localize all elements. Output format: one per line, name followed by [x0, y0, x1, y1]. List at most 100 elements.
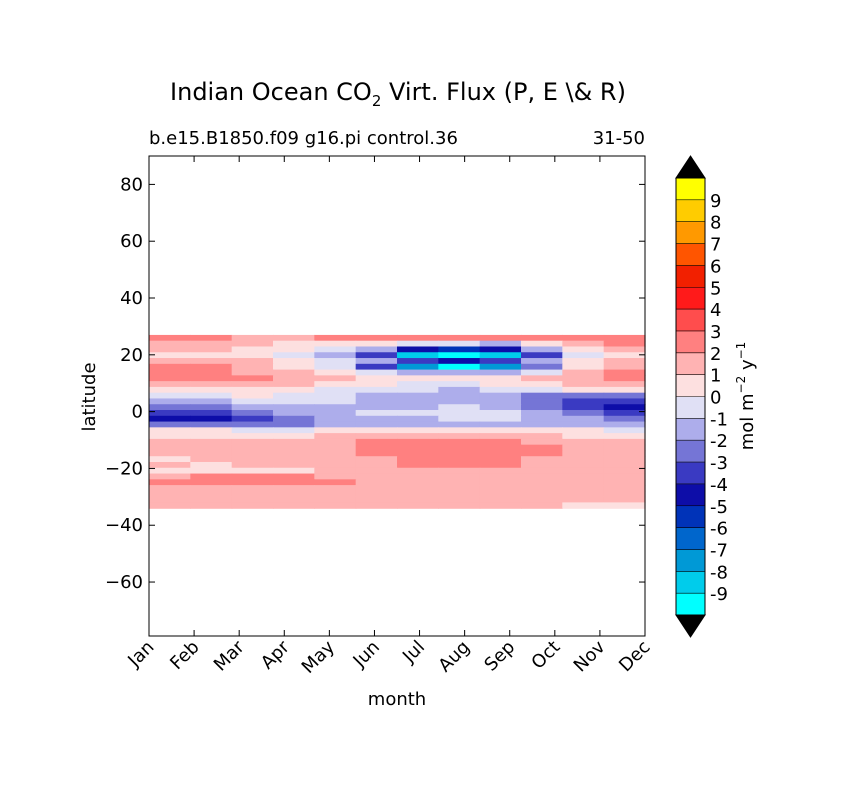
heat-cell: [190, 496, 233, 504]
heat-cell: [231, 363, 274, 371]
heat-cell: [149, 410, 191, 417]
heat-cell: [479, 398, 522, 405]
heat-cell: [149, 415, 191, 423]
heat-cell: [438, 375, 481, 382]
heat-cell: [314, 485, 357, 492]
heat-cell: [521, 410, 563, 417]
heat-cell: [190, 369, 233, 376]
colorbar-tick-label: -7: [710, 540, 728, 561]
heat-cell: [149, 404, 191, 411]
heat-cell: [479, 381, 522, 388]
heat-cell: [149, 375, 191, 382]
heat-cell: [190, 404, 233, 411]
heat-cell: [149, 386, 191, 394]
heat-cell: [603, 473, 646, 480]
heat-cell: [397, 415, 439, 423]
heat-cell: [231, 456, 274, 463]
heat-cell: [397, 450, 439, 457]
heat-cell: [149, 427, 191, 434]
heat-cell: [190, 479, 233, 486]
heat-cell: [438, 346, 481, 353]
heat-cell: [438, 392, 481, 400]
heat-cell: [479, 392, 522, 400]
heat-cell: [273, 433, 315, 440]
heat-cell: [397, 433, 439, 440]
heat-cell: [479, 369, 522, 376]
heat-cell: [231, 444, 274, 452]
heat-cell: [479, 375, 522, 382]
heat-cell: [521, 450, 563, 457]
heat-cell: [603, 485, 646, 492]
colorbar-band: [676, 199, 705, 223]
heat-cell: [273, 467, 315, 475]
heat-cell: [355, 369, 398, 376]
heat-cell: [314, 502, 357, 509]
heat-cell: [603, 456, 646, 463]
x-tick-label: Dec: [615, 637, 654, 676]
heat-cell: [231, 392, 274, 400]
heat-cell: [479, 334, 522, 342]
heat-cell: [521, 404, 563, 411]
heat-cell: [149, 502, 191, 509]
heat-cell: [355, 450, 398, 457]
heat-cell: [562, 433, 605, 440]
heat-cell: [438, 450, 481, 457]
heat-cell: [521, 502, 563, 509]
heat-cell: [355, 334, 398, 342]
heat-cell: [355, 473, 398, 480]
heat-cell: [603, 461, 646, 469]
heat-cell: [397, 334, 439, 342]
x-tick-label: Jul: [398, 637, 429, 668]
heat-cell: [355, 392, 398, 400]
heat-cell: [603, 334, 646, 342]
heat-cell: [479, 438, 522, 446]
heat-cell: [273, 485, 315, 492]
heat-cell: [273, 392, 315, 400]
heat-cell: [355, 386, 398, 394]
heat-cell: [355, 404, 398, 411]
heat-cell: [355, 438, 398, 446]
heat-cell: [149, 340, 191, 348]
heat-cell: [521, 433, 563, 440]
heat-cell: [603, 438, 646, 446]
heat-cell: [314, 410, 357, 417]
heat-cell: [603, 352, 646, 359]
colorbar-tick-label: -3: [710, 453, 728, 474]
heat-cell: [355, 421, 398, 428]
heat-cell: [314, 346, 357, 353]
heat-cell: [438, 479, 481, 486]
heat-cell: [479, 496, 522, 504]
heat-cell: [355, 381, 398, 388]
heat-cell: [273, 386, 315, 394]
heat-cell: [397, 461, 439, 469]
heat-cell: [149, 421, 191, 428]
heat-cell: [562, 340, 605, 348]
chart-title-prefix: Indian Ocean CO: [170, 78, 372, 106]
heat-cell: [231, 496, 274, 504]
heat-cell: [562, 421, 605, 428]
heat-cell: [231, 358, 274, 365]
heat-cell: [562, 502, 605, 509]
heat-cell: [355, 410, 398, 417]
heat-cell: [273, 427, 315, 434]
heat-cell: [273, 381, 315, 388]
x-tick-label: Jun: [349, 637, 384, 672]
heat-cell: [562, 404, 605, 411]
heat-cell: [355, 502, 398, 509]
heat-cell: [314, 404, 357, 411]
colorbar-label-exp1: −2: [734, 376, 748, 394]
heat-cell: [355, 467, 398, 475]
heat-cell: [521, 444, 563, 452]
heat-cell: [479, 479, 522, 486]
heat-cell: [149, 334, 191, 342]
heat-cell: [603, 496, 646, 504]
heat-cell: [479, 456, 522, 463]
heat-cell: [190, 392, 233, 400]
colorbar-band: [676, 309, 705, 332]
heat-cell: [314, 369, 357, 376]
heat-cell: [231, 346, 274, 353]
heat-cell: [521, 490, 563, 498]
heat-cell: [355, 479, 398, 486]
heat-cell: [190, 490, 233, 498]
